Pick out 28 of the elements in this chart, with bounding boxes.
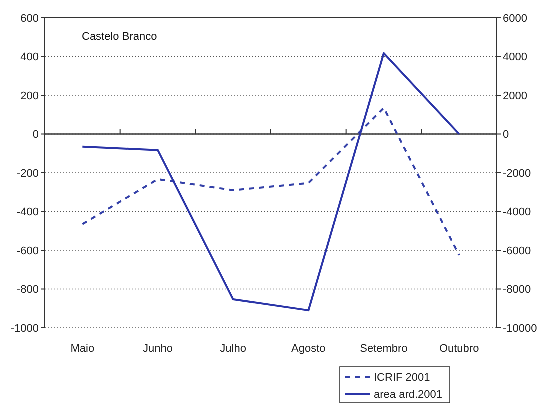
x-tick-label: Julho <box>220 343 246 355</box>
legend-label: ICRIF 2001 <box>374 372 430 384</box>
y-tick-label: 200 <box>20 90 39 102</box>
text: Castelo Branco <box>82 31 158 43</box>
y2-tick-label: 6000 <box>503 12 528 25</box>
y-tick-label: -600 <box>16 245 39 258</box>
y2-tick-label: -8000 <box>503 284 532 296</box>
line-series <box>82 52 460 312</box>
y-tick-label: 400 <box>20 52 39 64</box>
x-tick-label: Outubro <box>439 343 480 355</box>
x-tick-label: Maio <box>70 343 95 355</box>
y-tick-label: -800 <box>16 284 39 296</box>
y-tick-label: 600 <box>20 12 39 25</box>
y2-tick-label: 2000 <box>503 90 528 102</box>
x-tick-label: Agosto <box>292 343 326 355</box>
y2-tick-label: 4000 <box>503 52 528 64</box>
x-tick-label: Junho <box>143 343 173 355</box>
y-tick-label: -200 <box>16 168 39 180</box>
y2-tick-label: -6000 <box>503 245 532 258</box>
x-tick-label: Setembro <box>360 343 408 355</box>
y2-tick-label: -4000 <box>503 206 532 219</box>
legend-label: area ard.2001 <box>374 388 442 401</box>
y-tick-label: -400 <box>16 206 39 219</box>
y2-tick-label: -2000 <box>503 168 532 180</box>
y-tick-label: -1000 <box>10 322 39 335</box>
y2-tick-label: 0 <box>503 129 510 142</box>
y2-tick-label: -10000 <box>503 322 538 335</box>
y-tick-label: 0 <box>32 129 39 142</box>
